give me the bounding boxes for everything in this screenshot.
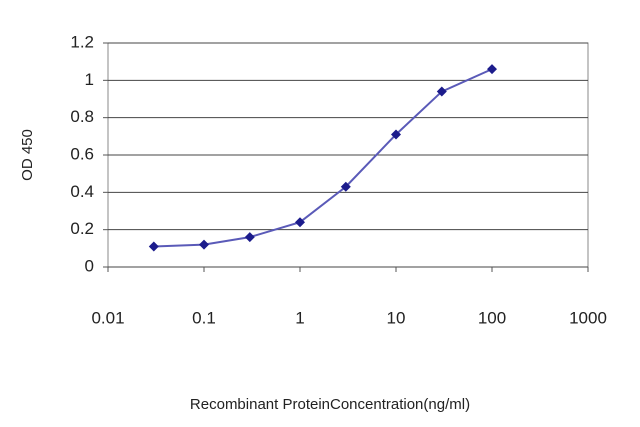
data-point (148, 241, 159, 252)
x-tick-label: 0.01 (91, 308, 124, 327)
y-tick-label: 0.2 (70, 219, 94, 238)
y-tick-label: 0 (85, 256, 94, 275)
x-axis-title: Recombinant ProteinConcentration(ng/ml) (190, 396, 470, 413)
data-point (487, 64, 497, 75)
y-tick-label: 0.4 (70, 182, 94, 201)
x-tick-label: 10 (387, 308, 406, 327)
y-tick-label: 1 (85, 70, 94, 89)
x-tick-label: 1000 (569, 308, 607, 327)
x-tick-label: 0.1 (192, 308, 216, 327)
data-point (244, 232, 255, 243)
data-point (199, 239, 209, 250)
data-point (340, 181, 351, 192)
x-tick-label: 1 (295, 308, 304, 327)
x-tick-label: 100 (478, 308, 506, 327)
y-axis-title: OD 450 (19, 129, 36, 181)
y-tick-label: 0.8 (70, 107, 94, 126)
y-tick-label: 1.2 (70, 32, 94, 51)
data-point (436, 86, 447, 97)
data-point (391, 129, 401, 140)
y-tick-label: 0.6 (70, 144, 94, 163)
data-point (295, 217, 305, 228)
data-line (153, 68, 493, 248)
